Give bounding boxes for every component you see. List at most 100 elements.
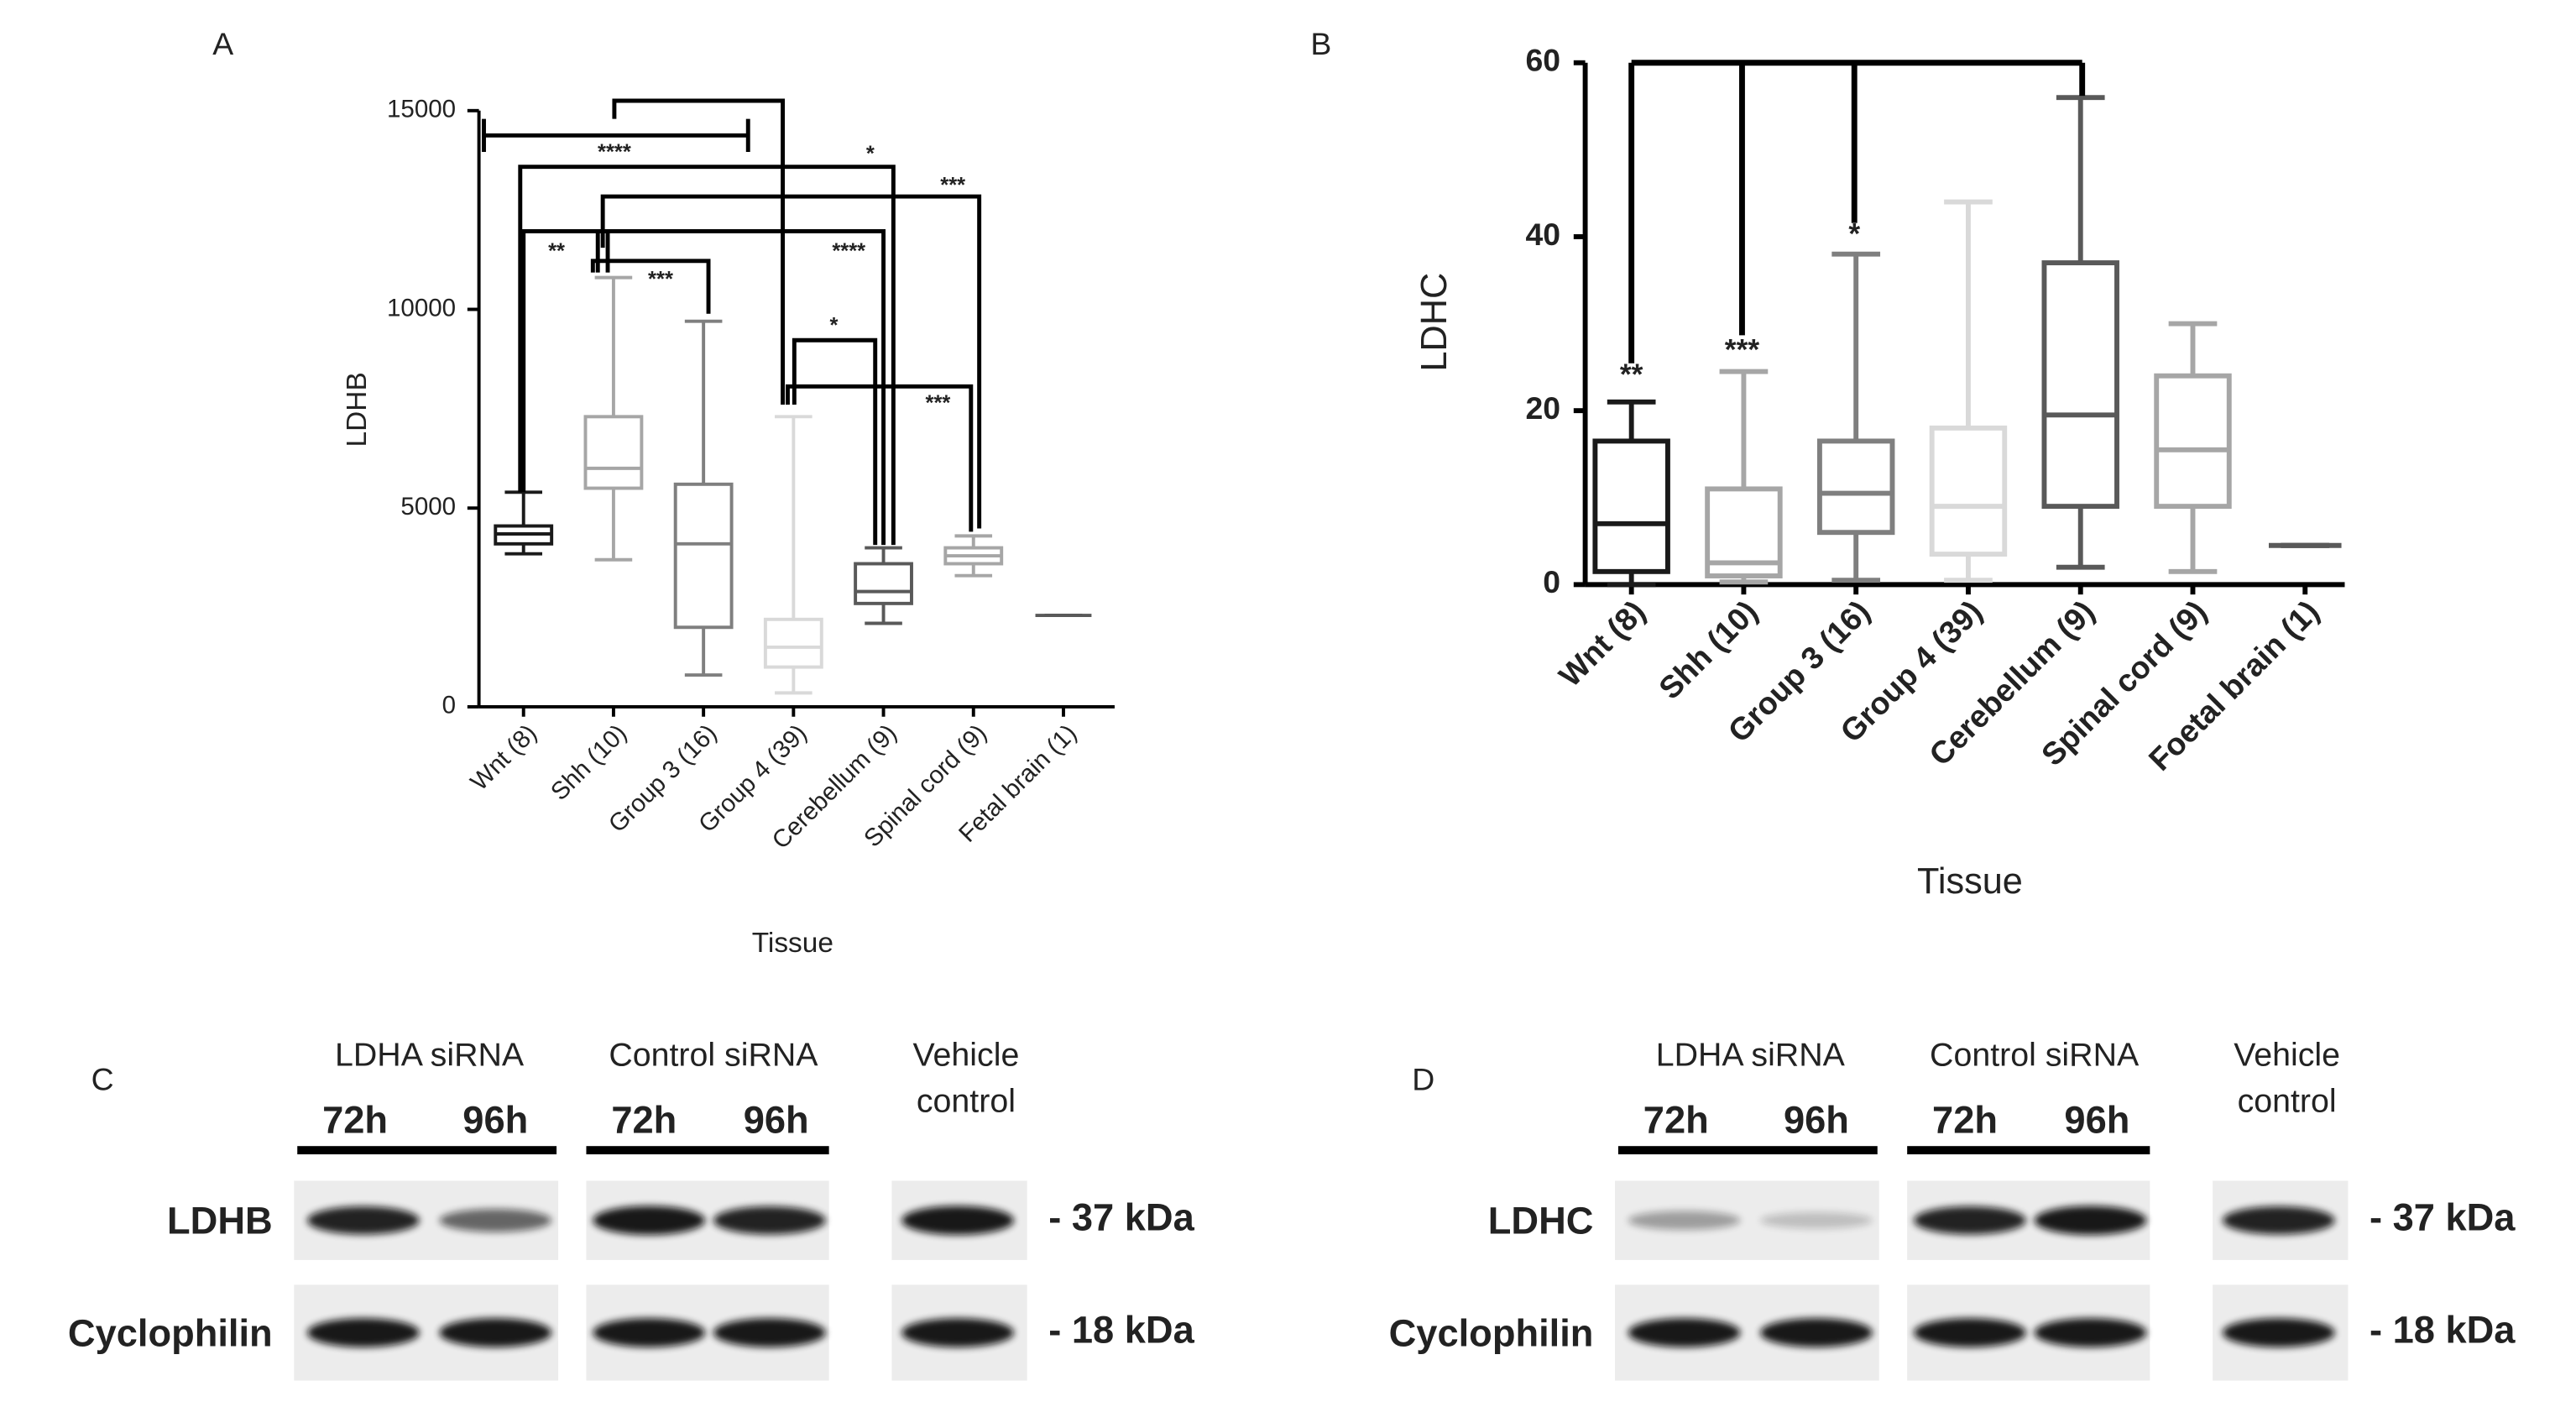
band bbox=[2222, 1318, 2335, 1347]
time-label: 96h bbox=[462, 1099, 528, 1142]
band bbox=[1628, 1211, 1741, 1231]
panel-label: B bbox=[1310, 26, 1331, 61]
panel-label: A bbox=[212, 26, 233, 61]
y-tick-label: 10000 bbox=[387, 294, 456, 322]
y-tick-label: 15000 bbox=[387, 96, 456, 123]
significance-label: *** bbox=[648, 268, 673, 291]
size-marker: - 37 kDa bbox=[2370, 1196, 2516, 1239]
group-label: LDHA siRNA bbox=[1656, 1036, 1846, 1073]
row-label: LDHC bbox=[1488, 1200, 1594, 1242]
western-blot-panel: C LDHA siRNA Control siRNA Vehicle control 72… bbox=[68, 1036, 1195, 1381]
vehicle-label: Vehicle bbox=[912, 1036, 1019, 1073]
band bbox=[593, 1206, 706, 1235]
band bbox=[1628, 1318, 1741, 1347]
group-bar bbox=[586, 1146, 829, 1155]
y-tick-label: 5000 bbox=[400, 493, 456, 520]
significance-bracket bbox=[521, 228, 610, 493]
row-label: LDHB bbox=[167, 1200, 273, 1242]
y-axis-label: LDHC bbox=[1414, 273, 1455, 372]
box bbox=[1705, 486, 1783, 578]
time-label: 72h bbox=[611, 1099, 677, 1142]
significance-label: ** bbox=[548, 240, 565, 264]
y-tick-label: 20 bbox=[1526, 390, 1561, 426]
band bbox=[2034, 1206, 2147, 1235]
x-axis-label: Tissue bbox=[1917, 861, 2023, 902]
x-tick-label: Shh (10) bbox=[1652, 594, 1764, 706]
x-tick-label: Shh (10) bbox=[546, 719, 632, 806]
vehicle-label: control bbox=[917, 1082, 1016, 1119]
significance-label: ** bbox=[1620, 358, 1643, 391]
significance-label: *** bbox=[940, 174, 965, 197]
time-label: 72h bbox=[1932, 1099, 1998, 1142]
box bbox=[2154, 373, 2232, 510]
box-plot-panel: A 0 5000 10000 15000 LDHB Tissue Wnt (8) Shh (10… bbox=[212, 26, 1115, 959]
significance-bracket bbox=[785, 384, 974, 532]
time-label: 96h bbox=[1784, 1099, 1849, 1142]
y-tick-label: 0 bbox=[1543, 564, 1560, 599]
size-marker: - 18 kDa bbox=[1048, 1308, 1194, 1351]
y-axis-label: LDHB bbox=[342, 372, 373, 447]
significance-bracket bbox=[590, 259, 711, 314]
time-label: 72h bbox=[1643, 1099, 1709, 1142]
box bbox=[2041, 260, 2119, 510]
group-bar bbox=[297, 1146, 557, 1155]
significance-bracket bbox=[792, 337, 878, 546]
significance-label: * bbox=[830, 314, 839, 337]
band bbox=[713, 1206, 826, 1235]
band bbox=[901, 1206, 1014, 1235]
size-marker: - 37 kDa bbox=[1048, 1196, 1194, 1239]
band bbox=[439, 1318, 552, 1347]
western-blot-panel: D LDHA siRNA Control siRNA Vehicle control 72… bbox=[1389, 1036, 2516, 1381]
x-tick-label: Wnt (8) bbox=[465, 719, 542, 797]
significance-label: * bbox=[1848, 217, 1860, 251]
group-bar bbox=[1617, 1146, 1878, 1155]
significance-label: **** bbox=[598, 141, 631, 165]
box bbox=[1816, 438, 1895, 536]
vehicle-label: Vehicle bbox=[2234, 1036, 2340, 1073]
band bbox=[307, 1318, 420, 1347]
y-tick-label: 60 bbox=[1526, 43, 1561, 78]
size-marker: - 18 kDa bbox=[2370, 1308, 2516, 1351]
band bbox=[439, 1208, 552, 1232]
box bbox=[854, 562, 913, 605]
significance-bracket bbox=[612, 98, 786, 405]
band bbox=[1914, 1206, 2026, 1235]
y-tick-label: 0 bbox=[442, 692, 456, 719]
significance-label: *** bbox=[926, 392, 951, 416]
y-tick-label: 40 bbox=[1526, 217, 1561, 252]
group-label: LDHA siRNA bbox=[335, 1036, 525, 1073]
x-axis-label: Tissue bbox=[752, 928, 833, 959]
vehicle-label: control bbox=[2238, 1082, 2337, 1119]
box bbox=[583, 415, 644, 490]
time-label: 72h bbox=[322, 1099, 388, 1142]
band bbox=[1760, 1318, 1873, 1347]
band bbox=[713, 1318, 826, 1347]
band bbox=[593, 1318, 706, 1347]
row-label: Cyclophilin bbox=[1389, 1311, 1594, 1354]
band bbox=[307, 1206, 420, 1235]
time-label: 96h bbox=[744, 1099, 809, 1142]
box bbox=[673, 482, 734, 630]
band bbox=[2034, 1318, 2147, 1347]
panel-label: C bbox=[91, 1061, 114, 1096]
box bbox=[1592, 438, 1670, 574]
box bbox=[763, 617, 823, 669]
panel-label: D bbox=[1412, 1061, 1434, 1096]
x-tick-label: Wnt (8) bbox=[1552, 594, 1652, 693]
significance-label: * bbox=[866, 143, 875, 166]
row-label: Cyclophilin bbox=[68, 1311, 273, 1354]
time-label: 96h bbox=[2064, 1099, 2129, 1142]
box bbox=[1929, 425, 2008, 557]
significance-label: **** bbox=[832, 240, 865, 264]
group-label: Control siRNA bbox=[609, 1036, 818, 1073]
band bbox=[1760, 1211, 1873, 1229]
band bbox=[901, 1318, 1014, 1347]
group-bar bbox=[1907, 1146, 2150, 1155]
significance-label: *** bbox=[1725, 332, 1760, 366]
significance-bracket bbox=[518, 165, 896, 546]
significance-bracket bbox=[600, 194, 982, 529]
group-label: Control siRNA bbox=[1930, 1036, 2140, 1073]
band bbox=[2222, 1206, 2335, 1235]
